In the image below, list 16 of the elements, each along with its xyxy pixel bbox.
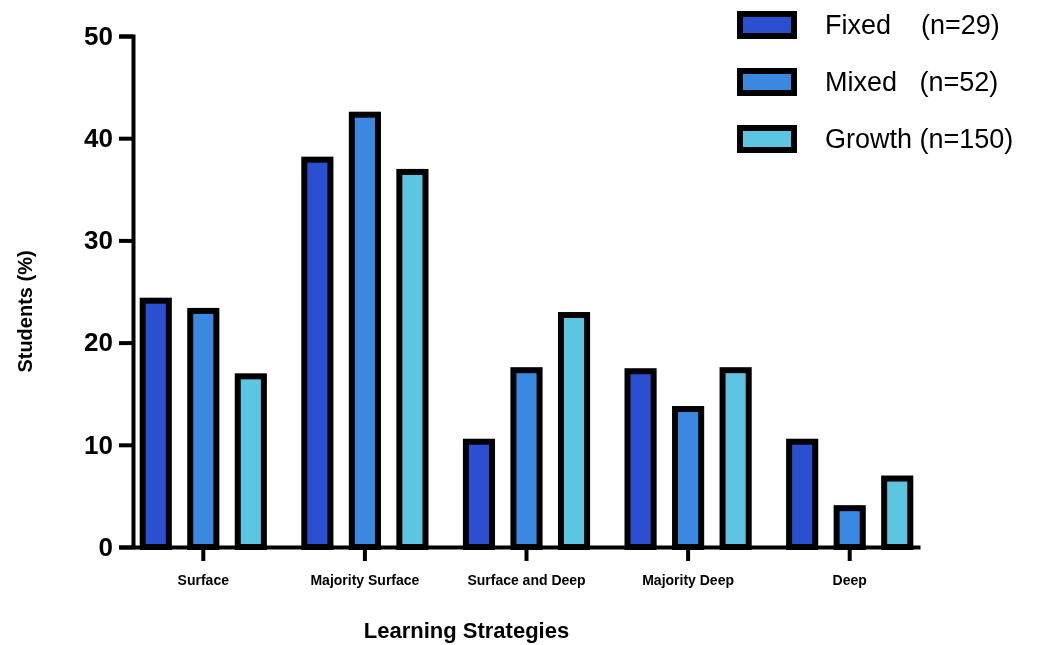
y-axis-title: Students (%) bbox=[14, 250, 36, 373]
y-tick-label: 20 bbox=[84, 327, 113, 358]
x-tick-label: Majority Deep bbox=[642, 571, 735, 588]
x-tick-label: Surface and Deep bbox=[467, 571, 586, 588]
y-tick-label: 0 bbox=[98, 531, 113, 562]
x-tick-label: Deep bbox=[832, 571, 867, 588]
y-tick-label: 50 bbox=[84, 20, 113, 51]
y-tick-label: 10 bbox=[84, 429, 113, 460]
x-tick-label: Surface bbox=[177, 571, 230, 588]
x-axis-title: Learning Strategies bbox=[363, 618, 570, 643]
legend-label: Growth (n=150) bbox=[825, 124, 1014, 154]
x-tick-label: Majority Surface bbox=[310, 571, 420, 588]
y-tick-label: 40 bbox=[84, 123, 113, 154]
y-tick-label: 30 bbox=[84, 225, 113, 256]
legend-label: Fixed (n=29) bbox=[825, 10, 1000, 40]
legend-label: Mixed (n=52) bbox=[825, 67, 999, 97]
